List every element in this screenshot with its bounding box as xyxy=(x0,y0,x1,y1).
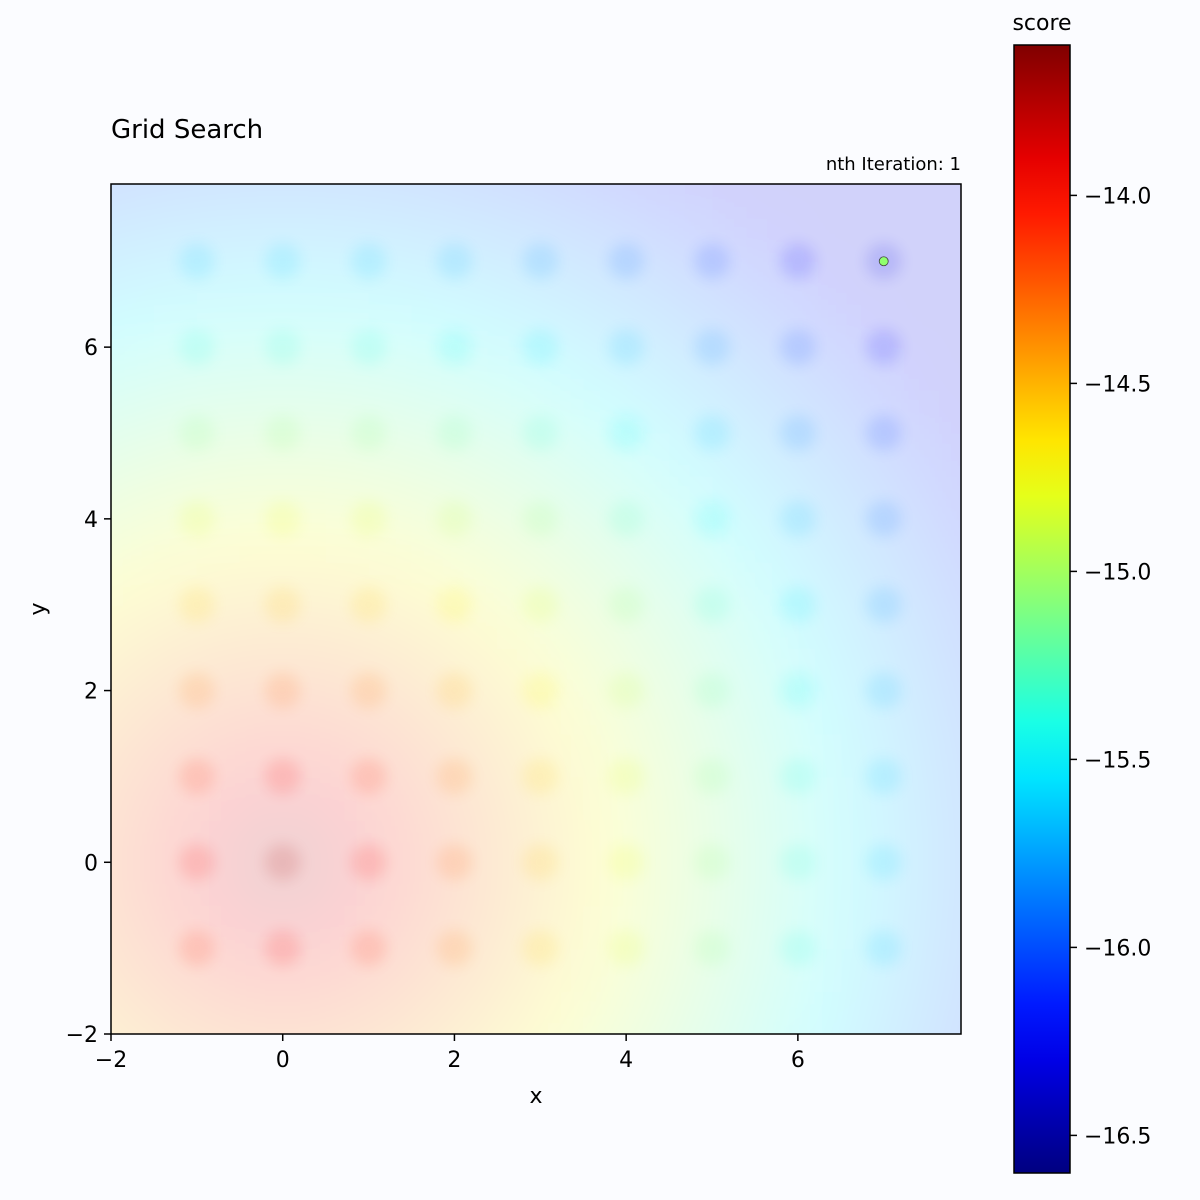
x-axis-label: x xyxy=(529,1084,542,1109)
data-point xyxy=(878,256,889,267)
plot-frame xyxy=(110,183,962,1035)
colorbar-ticks: −14.0 −14.5 −15.0 −15.5 −16.0 −16.5 xyxy=(1070,184,1151,1149)
x-tick-label: 2 xyxy=(447,1048,461,1073)
x-tick-label: 4 xyxy=(619,1048,633,1073)
x-tick-label: 0 xyxy=(276,1048,290,1073)
colorbar-tick-label: −16.5 xyxy=(1084,1124,1151,1149)
y-tick-label: −2 xyxy=(66,1023,98,1048)
colorbar-tick-label: −15.5 xyxy=(1084,748,1151,773)
colorbar-tick-label: −16.0 xyxy=(1084,936,1151,961)
colorbar-tick-label: −15.0 xyxy=(1084,560,1151,585)
colorbar-tick-label: −14.0 xyxy=(1084,184,1151,209)
y-axis-label: y xyxy=(26,602,51,615)
x-tick-label: −2 xyxy=(95,1048,127,1073)
y-tick-label: 2 xyxy=(84,680,98,705)
chart-title: Grid Search xyxy=(111,115,263,145)
x-axis: −2 0 2 4 6 xyxy=(95,1034,805,1073)
colorbar-tick-label: −14.5 xyxy=(1084,372,1151,397)
y-tick-label: 6 xyxy=(84,336,98,361)
points-layer xyxy=(878,256,889,267)
iteration-annotation: nth Iteration: 1 xyxy=(826,154,961,175)
colorbar xyxy=(1013,44,1071,1174)
x-tick-label: 6 xyxy=(791,1048,805,1073)
y-tick-label: 4 xyxy=(84,508,98,533)
colorbar-label: score xyxy=(1012,11,1071,36)
y-axis: −2 0 2 4 6 xyxy=(66,336,111,1048)
plot-area xyxy=(111,184,961,1034)
score-surface xyxy=(111,184,961,1034)
y-tick-label: 0 xyxy=(84,851,98,876)
